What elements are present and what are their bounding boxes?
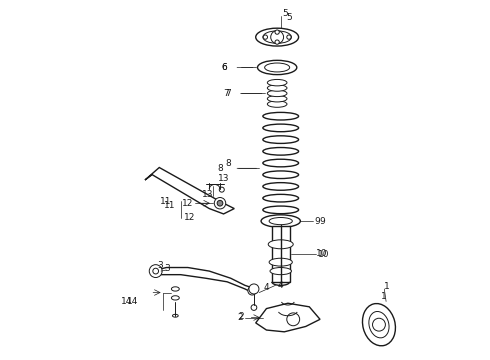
Text: 10: 10 xyxy=(318,249,330,258)
Text: 13: 13 xyxy=(218,174,230,183)
Circle shape xyxy=(275,40,279,44)
Circle shape xyxy=(251,305,257,310)
Ellipse shape xyxy=(261,215,300,227)
Circle shape xyxy=(153,268,159,274)
Ellipse shape xyxy=(263,136,298,143)
Polygon shape xyxy=(256,303,320,332)
Text: 4: 4 xyxy=(264,283,269,292)
Circle shape xyxy=(149,265,162,278)
Text: 2: 2 xyxy=(238,313,243,322)
Ellipse shape xyxy=(270,267,292,275)
Circle shape xyxy=(287,313,300,326)
Ellipse shape xyxy=(263,159,298,167)
Text: 11: 11 xyxy=(160,197,172,206)
Circle shape xyxy=(372,318,386,331)
Text: 12: 12 xyxy=(184,213,196,222)
Ellipse shape xyxy=(268,90,287,96)
Text: 14: 14 xyxy=(127,297,138,306)
Polygon shape xyxy=(145,167,234,214)
Text: 4: 4 xyxy=(277,281,283,290)
Text: 5: 5 xyxy=(287,13,293,22)
Text: 1: 1 xyxy=(381,292,387,301)
Ellipse shape xyxy=(256,28,298,46)
Text: 10: 10 xyxy=(316,249,327,258)
Text: 6: 6 xyxy=(221,63,227,72)
Text: 8: 8 xyxy=(218,164,223,173)
Ellipse shape xyxy=(268,240,293,249)
Ellipse shape xyxy=(263,183,298,190)
Text: 3: 3 xyxy=(157,261,163,270)
Circle shape xyxy=(220,187,224,192)
Circle shape xyxy=(275,30,279,34)
Text: 1: 1 xyxy=(384,282,390,291)
Text: 7: 7 xyxy=(225,89,231,98)
Ellipse shape xyxy=(265,63,290,72)
Ellipse shape xyxy=(269,217,293,225)
Ellipse shape xyxy=(263,171,298,179)
Text: 9: 9 xyxy=(319,217,325,226)
Text: 11: 11 xyxy=(164,201,176,210)
Ellipse shape xyxy=(269,258,293,266)
Ellipse shape xyxy=(172,314,178,317)
Ellipse shape xyxy=(263,206,298,214)
Text: 8: 8 xyxy=(225,159,231,168)
Circle shape xyxy=(248,287,256,295)
Text: 13: 13 xyxy=(202,190,213,199)
Circle shape xyxy=(270,31,284,44)
Text: 6: 6 xyxy=(221,63,227,72)
Ellipse shape xyxy=(263,124,298,132)
Circle shape xyxy=(217,201,223,206)
Ellipse shape xyxy=(263,194,298,202)
Ellipse shape xyxy=(258,60,297,75)
Circle shape xyxy=(249,284,259,294)
Ellipse shape xyxy=(263,31,292,43)
Text: 2: 2 xyxy=(239,312,244,321)
Circle shape xyxy=(214,198,226,209)
Ellipse shape xyxy=(172,296,179,300)
Ellipse shape xyxy=(268,101,287,107)
Text: 12: 12 xyxy=(182,199,193,208)
Text: 7: 7 xyxy=(223,89,229,98)
Bar xyxy=(272,226,290,282)
Circle shape xyxy=(263,35,268,39)
Ellipse shape xyxy=(268,85,287,91)
Ellipse shape xyxy=(172,287,179,291)
Text: 9: 9 xyxy=(315,217,320,226)
Ellipse shape xyxy=(268,80,287,86)
Text: 14: 14 xyxy=(121,297,132,306)
Text: 3: 3 xyxy=(165,264,171,273)
Text: 5: 5 xyxy=(283,9,288,18)
Ellipse shape xyxy=(369,311,389,338)
Ellipse shape xyxy=(263,112,298,120)
Circle shape xyxy=(287,35,291,39)
Ellipse shape xyxy=(268,95,287,102)
Ellipse shape xyxy=(263,148,298,155)
Polygon shape xyxy=(152,267,256,293)
Ellipse shape xyxy=(363,303,395,346)
